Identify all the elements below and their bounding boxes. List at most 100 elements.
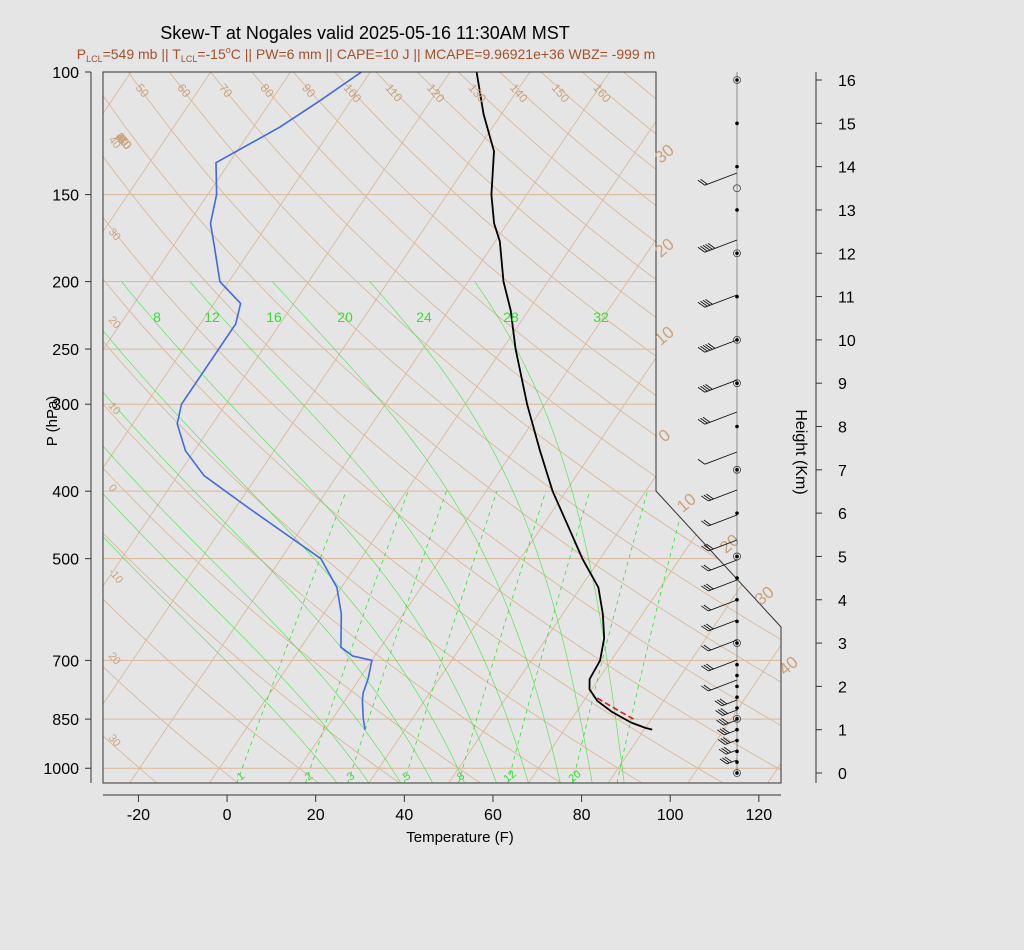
x-tick-label: 20 — [307, 807, 325, 824]
wind-barb-feather — [719, 728, 728, 735]
wind-level-dot — [735, 673, 739, 678]
wind-barb-feather — [702, 299, 711, 306]
height-tick-label: 0 — [838, 766, 847, 783]
wind-level-dot — [735, 424, 739, 429]
moist-adiabat-label: 32 — [593, 309, 609, 325]
wind-barb-feather — [706, 543, 714, 550]
mixing-ratio-line — [458, 491, 547, 783]
y-tick-label: 700 — [52, 653, 79, 670]
wind-barb-feather — [697, 179, 706, 186]
wind-level-dot — [735, 251, 739, 256]
wind-level-circle — [733, 379, 741, 388]
dry-adiabat-line — [103, 72, 643, 783]
wind-barb-feather — [697, 246, 706, 253]
wind-level-dot — [735, 760, 739, 764]
wind-barb-feather — [703, 544, 712, 551]
x-axis: -20 0 20 40 60 80 100 120 — [103, 794, 781, 824]
moist-adiabat-grid — [103, 281, 625, 783]
dry-adiabat-line — [103, 72, 400, 783]
wind-barb-feather — [722, 757, 730, 764]
wind-barb-feather — [700, 245, 708, 252]
wind-barb-feather — [706, 583, 714, 590]
wind-barbs — [697, 72, 741, 777]
wind-barb-staff — [704, 339, 738, 353]
wind-level-circle — [733, 184, 741, 193]
isotherm-line — [103, 72, 451, 783]
y-tick-label: 300 — [52, 397, 79, 414]
height-tick-label: 6 — [838, 506, 847, 523]
moist-adiabat-label: 12 — [204, 309, 220, 325]
moist-adiabat-line — [103, 281, 370, 783]
wind-barb-feather — [700, 345, 708, 352]
height-axis-label: Height (Km) — [792, 409, 809, 494]
wind-level-circle — [733, 714, 741, 723]
dry-adiabat-line — [103, 72, 781, 783]
height-tick-label: 16 — [838, 73, 856, 90]
mixing-ratio-grid — [236, 491, 688, 783]
wind-barb-feather — [703, 644, 712, 651]
wind-level-dot — [735, 738, 739, 743]
wind-barb-feather — [705, 298, 713, 305]
dry-adiabat-line — [127, 72, 781, 783]
wind-barb-feather — [717, 699, 725, 706]
wind-barb-feather — [697, 458, 706, 465]
height-tick-label: 10 — [838, 333, 856, 350]
height-tick-label: 13 — [838, 203, 856, 220]
wind-barb-feather — [703, 664, 712, 671]
isotherm-line — [129, 72, 610, 783]
wind-barb-feather — [700, 417, 708, 424]
wind-barb-feather — [700, 178, 708, 185]
height-tick-label: 1 — [838, 723, 847, 740]
mixing-ratio-line — [572, 491, 648, 783]
wind-barb-feather — [700, 300, 708, 307]
mixing-ratio-line — [403, 491, 498, 783]
height-tick-label: 8 — [838, 420, 847, 437]
wind-barb-feather — [703, 564, 712, 571]
wind-barb-feather — [717, 739, 726, 745]
mixing-ratio-line — [616, 491, 688, 783]
wind-barb-feather — [702, 384, 711, 391]
wind-barb-feather — [697, 346, 706, 353]
wind-barb-feather — [705, 243, 713, 250]
isotherm-line — [208, 72, 690, 783]
wind-level-dot — [735, 381, 739, 385]
wind-level-dot — [735, 695, 739, 700]
mixing-ratio-line — [305, 491, 409, 783]
x-tick-label: 100 — [657, 807, 684, 824]
wind-level-dot — [735, 338, 739, 342]
plot-area — [103, 72, 781, 783]
wind-level-circle — [733, 335, 741, 344]
wind-barb-staff — [708, 559, 738, 572]
wind-barb-feather — [703, 519, 712, 526]
dry-adiabat-grid — [103, 72, 781, 783]
wind-level-circle — [733, 769, 741, 777]
y-tick-label: 150 — [52, 188, 79, 205]
wind-barb-feather — [700, 385, 708, 392]
x-tick-label: 60 — [484, 807, 502, 824]
wind-barb-feather — [723, 746, 732, 753]
wind-barb-feather — [702, 344, 711, 351]
wind-barb-feather — [697, 301, 706, 308]
isotherm-line — [103, 72, 212, 783]
wind-barb-feather — [719, 698, 728, 705]
profiles — [176, 72, 653, 731]
wind-level-dot — [735, 662, 739, 667]
dry-adiabat-line — [103, 72, 319, 783]
height-tick-label: 4 — [838, 593, 847, 610]
x-axis-label: Temperature (F) — [406, 829, 514, 846]
wind-barb-feather — [706, 663, 714, 670]
wind-level-dot — [735, 511, 739, 515]
height-tick-label: 11 — [838, 290, 855, 307]
height-tick-label: 15 — [838, 116, 856, 133]
height-tick-label: 5 — [838, 549, 847, 566]
wind-barb-feather — [717, 709, 726, 715]
mixing-ratio-line — [236, 491, 347, 783]
height-tick-label: 3 — [838, 636, 847, 653]
parcel-trace-line — [594, 696, 634, 720]
x-tick-label: 80 — [573, 807, 591, 824]
wind-barb-feather — [715, 710, 723, 716]
wind-barb-feather — [714, 700, 723, 707]
wind-barb-staff — [708, 679, 738, 692]
wind-barb-feather — [718, 718, 727, 725]
y-tick-label: 100 — [52, 65, 79, 82]
